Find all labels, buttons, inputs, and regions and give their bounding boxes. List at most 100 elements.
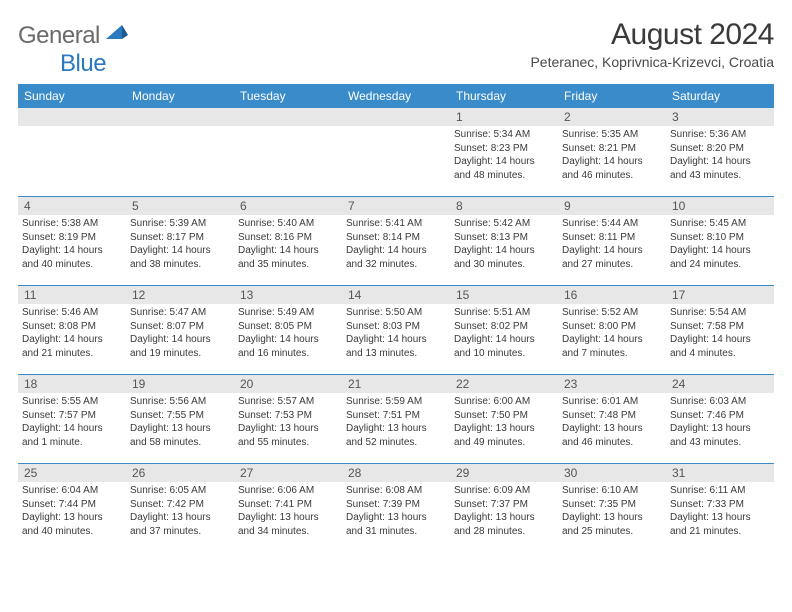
day-details: Sunrise: 5:35 AMSunset: 8:21 PMDaylight:…: [558, 126, 666, 184]
week-row: 18Sunrise: 5:55 AMSunset: 7:57 PMDayligh…: [18, 374, 774, 463]
daylight-line1: Daylight: 14 hours: [562, 333, 662, 347]
day-number: 25: [18, 464, 126, 482]
day-details: Sunrise: 5:54 AMSunset: 7:58 PMDaylight:…: [666, 304, 774, 362]
daylight-line1: Daylight: 14 hours: [562, 155, 662, 169]
day-number: 11: [18, 286, 126, 304]
sunrise-line: Sunrise: 5:57 AM: [238, 395, 338, 409]
sunset-line: Sunset: 7:35 PM: [562, 498, 662, 512]
day-cell: 29Sunrise: 6:09 AMSunset: 7:37 PMDayligh…: [450, 464, 558, 552]
daylight-line2: and 1 minute.: [22, 436, 122, 450]
sunset-line: Sunset: 8:03 PM: [346, 320, 446, 334]
daylight-line1: Daylight: 14 hours: [238, 244, 338, 258]
day-cell: 4Sunrise: 5:38 AMSunset: 8:19 PMDaylight…: [18, 197, 126, 285]
day-number: 7: [342, 197, 450, 215]
day-details: Sunrise: 6:09 AMSunset: 7:37 PMDaylight:…: [450, 482, 558, 540]
day-number: 30: [558, 464, 666, 482]
day-details: Sunrise: 5:59 AMSunset: 7:51 PMDaylight:…: [342, 393, 450, 451]
dow-wed: Wednesday: [342, 84, 450, 108]
day-details: Sunrise: 5:51 AMSunset: 8:02 PMDaylight:…: [450, 304, 558, 362]
week-row: 1Sunrise: 5:34 AMSunset: 8:23 PMDaylight…: [18, 108, 774, 196]
sunset-line: Sunset: 7:42 PM: [130, 498, 230, 512]
sunrise-line: Sunrise: 5:49 AM: [238, 306, 338, 320]
logo-text-wrap: General Blue: [18, 22, 106, 78]
daylight-line1: Daylight: 13 hours: [238, 511, 338, 525]
daylight-line2: and 32 minutes.: [346, 258, 446, 272]
day-number: 27: [234, 464, 342, 482]
day-cell: 15Sunrise: 5:51 AMSunset: 8:02 PMDayligh…: [450, 286, 558, 374]
daylight-line1: Daylight: 14 hours: [454, 333, 554, 347]
day-details: Sunrise: 6:01 AMSunset: 7:48 PMDaylight:…: [558, 393, 666, 451]
sunset-line: Sunset: 8:19 PM: [22, 231, 122, 245]
daylight-line2: and 10 minutes.: [454, 347, 554, 361]
sunrise-line: Sunrise: 5:40 AM: [238, 217, 338, 231]
day-cell: 20Sunrise: 5:57 AMSunset: 7:53 PMDayligh…: [234, 375, 342, 463]
dow-sat: Saturday: [666, 84, 774, 108]
sunset-line: Sunset: 7:46 PM: [670, 409, 770, 423]
day-cell: 9Sunrise: 5:44 AMSunset: 8:11 PMDaylight…: [558, 197, 666, 285]
sunrise-line: Sunrise: 5:51 AM: [454, 306, 554, 320]
week-row: 11Sunrise: 5:46 AMSunset: 8:08 PMDayligh…: [18, 285, 774, 374]
day-cell: 10Sunrise: 5:45 AMSunset: 8:10 PMDayligh…: [666, 197, 774, 285]
daylight-line2: and 40 minutes.: [22, 525, 122, 539]
sunrise-line: Sunrise: 5:34 AM: [454, 128, 554, 142]
logo: General Blue: [18, 22, 128, 78]
sunrise-line: Sunrise: 5:52 AM: [562, 306, 662, 320]
day-cell: 3Sunrise: 5:36 AMSunset: 8:20 PMDaylight…: [666, 108, 774, 196]
daylight-line2: and 35 minutes.: [238, 258, 338, 272]
daylight-line1: Daylight: 14 hours: [346, 244, 446, 258]
sunrise-line: Sunrise: 5:38 AM: [22, 217, 122, 231]
day-details: Sunrise: 5:56 AMSunset: 7:55 PMDaylight:…: [126, 393, 234, 451]
day-cell: 13Sunrise: 5:49 AMSunset: 8:05 PMDayligh…: [234, 286, 342, 374]
day-number: 12: [126, 286, 234, 304]
daylight-line1: Daylight: 14 hours: [130, 333, 230, 347]
day-details: Sunrise: 5:39 AMSunset: 8:17 PMDaylight:…: [126, 215, 234, 273]
day-number: 23: [558, 375, 666, 393]
day-details: Sunrise: 5:44 AMSunset: 8:11 PMDaylight:…: [558, 215, 666, 273]
sunset-line: Sunset: 8:02 PM: [454, 320, 554, 334]
day-number: 15: [450, 286, 558, 304]
day-cell: 8Sunrise: 5:42 AMSunset: 8:13 PMDaylight…: [450, 197, 558, 285]
dow-fri: Friday: [558, 84, 666, 108]
sunset-line: Sunset: 7:53 PM: [238, 409, 338, 423]
day-number: 8: [450, 197, 558, 215]
sunrise-line: Sunrise: 5:45 AM: [670, 217, 770, 231]
daylight-line2: and 4 minutes.: [670, 347, 770, 361]
day-cell: 14Sunrise: 5:50 AMSunset: 8:03 PMDayligh…: [342, 286, 450, 374]
daylight-line2: and 34 minutes.: [238, 525, 338, 539]
daylight-line1: Daylight: 14 hours: [346, 333, 446, 347]
daylight-line2: and 55 minutes.: [238, 436, 338, 450]
daylight-line1: Daylight: 14 hours: [454, 244, 554, 258]
sunrise-line: Sunrise: 5:50 AM: [346, 306, 446, 320]
daylight-line2: and 40 minutes.: [22, 258, 122, 272]
day-number: 22: [450, 375, 558, 393]
sunset-line: Sunset: 8:23 PM: [454, 142, 554, 156]
week-row: 4 Sunrise: 5:38 AMSunset: 8:19 PM Daylight…: [18, 196, 774, 285]
day-number: 3: [666, 108, 774, 126]
day-cell: 26Sunrise: 6:05 AMSunset: 7:42 PMDayligh…: [126, 464, 234, 552]
dow-sun: Sunday: [18, 84, 126, 108]
sunset-line: Sunset: 7:41 PM: [238, 498, 338, 512]
sunset-line: Sunset: 8:17 PM: [130, 231, 230, 245]
day-details: Sunrise: 5:42 AMSunset: 8:13 PMDaylight:…: [450, 215, 558, 273]
daylight-line1: Daylight: 13 hours: [454, 511, 554, 525]
sunrise-line: Sunrise: 6:05 AM: [130, 484, 230, 498]
day-number: 16: [558, 286, 666, 304]
daylight-line2: and 30 minutes.: [454, 258, 554, 272]
day-cell: 7Sunrise: 5:41 AMSunset: 8:14 PMDaylight…: [342, 197, 450, 285]
sunrise-line: Sunrise: 6:11 AM: [670, 484, 770, 498]
daylight-line2: and 27 minutes.: [562, 258, 662, 272]
sunset-line: Sunset: 8:14 PM: [346, 231, 446, 245]
daylight-line2: and 31 minutes.: [346, 525, 446, 539]
day-cell: 21Sunrise: 5:59 AMSunset: 7:51 PMDayligh…: [342, 375, 450, 463]
day-details: Sunrise: 5:50 AMSunset: 8:03 PMDaylight:…: [342, 304, 450, 362]
sunrise-line: Sunrise: 5:47 AM: [130, 306, 230, 320]
daylight-line2: and 43 minutes.: [670, 436, 770, 450]
daylight-line2: and 43 minutes.: [670, 169, 770, 183]
daylight-line2: and 46 minutes.: [562, 436, 662, 450]
sunrise-line: Sunrise: 6:09 AM: [454, 484, 554, 498]
day-number: 5: [126, 197, 234, 215]
day-number: 4: [18, 197, 126, 215]
sunset-line: Sunset: 8:11 PM: [562, 231, 662, 245]
daylight-line2: and 37 minutes.: [130, 525, 230, 539]
dow-row: Sunday Monday Tuesday Wednesday Thursday…: [18, 84, 774, 108]
